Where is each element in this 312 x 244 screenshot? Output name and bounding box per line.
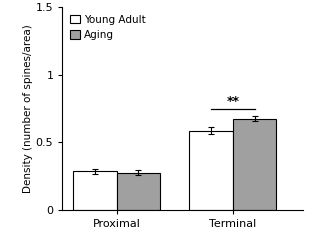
Y-axis label: Density (number of spines/area): Density (number of spines/area)	[23, 24, 33, 193]
Bar	[117, 173, 160, 210]
Bar	[189, 131, 233, 210]
Bar	[233, 119, 276, 210]
Legend: Young Adult, Aging: Young Adult, Aging	[68, 12, 148, 42]
Bar	[73, 171, 117, 210]
Text: **: **	[227, 95, 239, 108]
